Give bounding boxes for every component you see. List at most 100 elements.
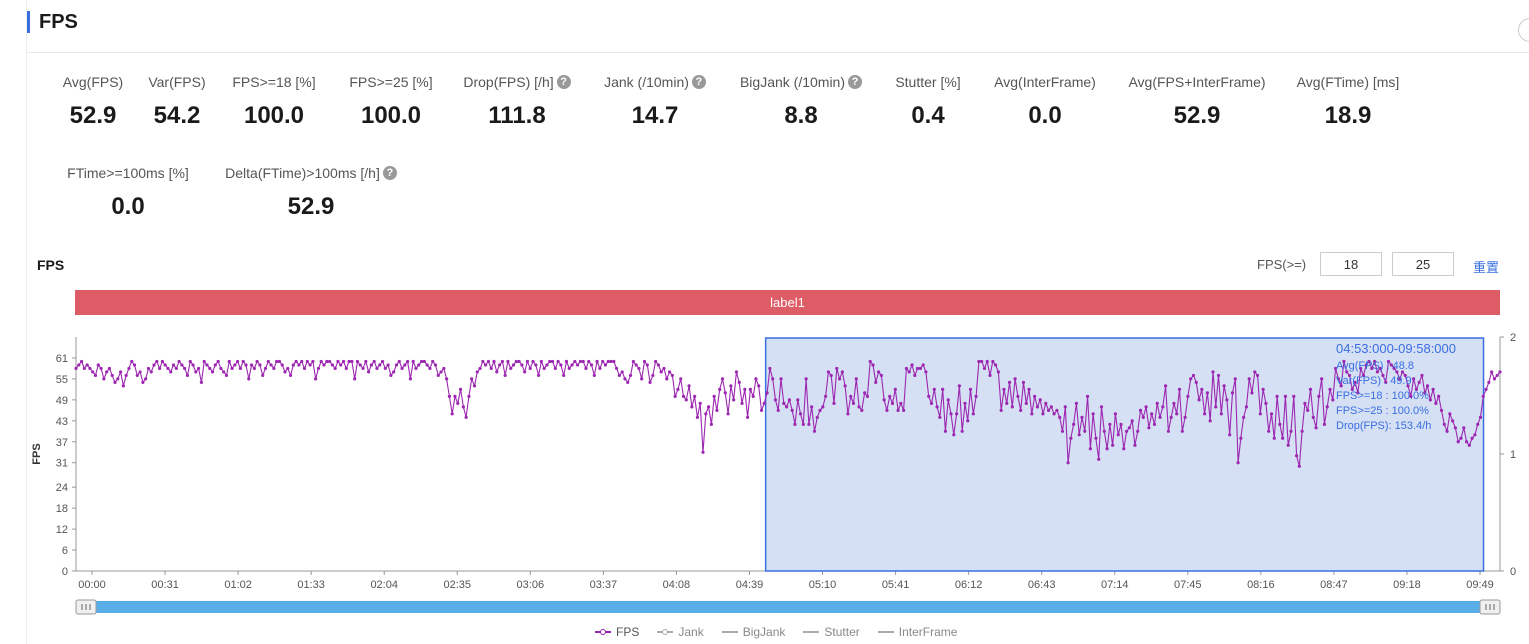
fps-data-point	[1364, 363, 1368, 367]
collapse-button[interactable]	[1518, 18, 1529, 42]
selection-stat-line: FPS>=25 : 100.0%	[1336, 405, 1429, 417]
fps-data-point	[667, 370, 672, 374]
fps-data-point	[1292, 394, 1296, 398]
fps-data-point	[573, 359, 577, 364]
fps-data-point	[757, 384, 761, 388]
legend-item-bigjank[interactable]: BigJank	[721, 625, 785, 639]
fps-data-point	[709, 422, 713, 426]
fps-data-point	[751, 394, 755, 398]
fps-data-point	[205, 363, 209, 367]
threshold-18-input[interactable]	[1320, 252, 1382, 276]
help-icon[interactable]: ?	[382, 166, 397, 180]
fps-data-point	[121, 384, 125, 388]
fps-data-point	[461, 405, 465, 409]
fps-data-point	[851, 401, 856, 405]
metric-value: 8.8	[784, 102, 818, 129]
fps-data-point	[609, 359, 613, 364]
legend-item-stutter[interactable]: Stutter	[803, 625, 860, 639]
fps-data-point	[1211, 370, 1215, 374]
fps-data-point	[734, 370, 739, 374]
legend-item-interframe[interactable]: InterFrame	[877, 625, 957, 639]
fps-data-point	[445, 377, 449, 381]
fps-data-point	[1136, 429, 1140, 433]
fps-data-point	[155, 359, 159, 364]
fps-data-point	[1392, 366, 1396, 371]
threshold-25-input[interactable]	[1392, 252, 1454, 276]
fps-data-point	[419, 359, 424, 364]
fps-data-point	[233, 363, 237, 367]
fps-data-point	[1381, 373, 1385, 378]
fps-data-point	[562, 373, 566, 378]
metric-value: 52.9	[69, 102, 117, 129]
metric-label: Var(FPS)	[140, 74, 214, 90]
threshold-label: FPS(>=)	[1257, 257, 1307, 272]
help-icon[interactable]: ?	[848, 75, 863, 89]
fps-data-point	[138, 370, 142, 374]
fps-data-point	[773, 398, 778, 402]
fps-data-point	[801, 422, 805, 426]
fps-data-point	[1002, 387, 1006, 391]
time-slider-track[interactable]	[76, 601, 1500, 613]
fps-data-point	[868, 359, 872, 364]
fps-data-point	[924, 370, 928, 374]
metric-label: Jank (/10min)?	[591, 74, 719, 90]
fps-data-point	[450, 412, 454, 416]
fps-data-point	[1456, 440, 1460, 444]
fps-data-point	[960, 429, 964, 433]
metric-9: Avg(FPS+InterFrame) 52.9	[1117, 74, 1277, 130]
fps-data-point	[1163, 384, 1168, 388]
fps-data-point	[135, 373, 139, 378]
fps-data-point	[946, 398, 950, 402]
fps-data-point	[1333, 366, 1338, 371]
fps-data-point	[183, 366, 187, 371]
fps-data-point	[821, 405, 825, 409]
label-bar[interactable]: label1	[75, 290, 1500, 315]
metric-label-text: Avg(FPS)	[62, 74, 124, 90]
reset-link[interactable]: 重置	[1473, 260, 1500, 275]
fps-data-point	[1375, 370, 1379, 374]
fps-data-point	[1111, 443, 1115, 447]
legend-item-jank[interactable]: Jank	[657, 625, 704, 639]
selection-region[interactable]	[764, 337, 1485, 572]
fps-data-point	[556, 359, 560, 364]
fps-data-point	[1027, 387, 1031, 391]
fps-data-point	[790, 408, 794, 412]
fps-data-point	[952, 433, 956, 437]
fps-data-point	[166, 366, 170, 371]
selection-stat-line: Avg(FPS) : 48.8	[1336, 360, 1414, 372]
fps-data-point	[996, 370, 1000, 374]
help-icon[interactable]: ?	[691, 75, 706, 89]
fps-data-point	[1403, 373, 1407, 378]
fps-data-point	[506, 359, 510, 364]
fps-data-point	[759, 408, 764, 412]
fps-data-point	[701, 450, 705, 454]
fps-data-point	[475, 370, 479, 374]
fps-data-point	[525, 359, 530, 364]
fps-data-point	[966, 419, 970, 423]
legend-item-fps[interactable]: FPS	[595, 625, 639, 639]
metric-8: Avg(InterFrame) 0.0	[982, 74, 1108, 130]
help-icon[interactable]: ?	[556, 75, 571, 89]
fps-data-point	[592, 373, 596, 378]
fps-data-point	[1322, 422, 1327, 426]
y-right-tick-label: 2	[1510, 332, 1516, 344]
fps-data-point	[634, 363, 638, 367]
metric-label-text: BigJank (/10min)	[739, 74, 846, 90]
fps-data-point	[645, 363, 649, 367]
fps-data-point	[615, 366, 619, 371]
fps-data-point	[1010, 405, 1014, 409]
fps-data-point	[305, 359, 309, 364]
metric-label: FPS>=25 [%]	[337, 74, 445, 90]
fps-data-point	[277, 359, 282, 364]
metric-value: 18.9	[1324, 102, 1372, 129]
fps-data-point	[188, 359, 192, 364]
fps-data-point	[422, 359, 426, 364]
fps-data-point	[899, 401, 903, 405]
interframe-legend-icon	[877, 631, 894, 633]
fps-data-point	[1080, 415, 1084, 419]
fps-data-point	[433, 363, 438, 367]
selection-stat-line: FPS>=18 : 100.0%	[1336, 390, 1429, 402]
y-tick-label: 31	[56, 458, 68, 470]
stutter-legend-icon	[803, 631, 820, 633]
